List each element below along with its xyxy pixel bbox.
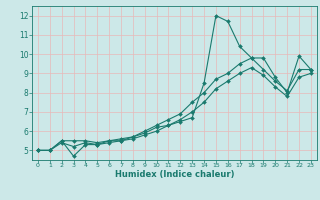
X-axis label: Humidex (Indice chaleur): Humidex (Indice chaleur) bbox=[115, 170, 234, 179]
